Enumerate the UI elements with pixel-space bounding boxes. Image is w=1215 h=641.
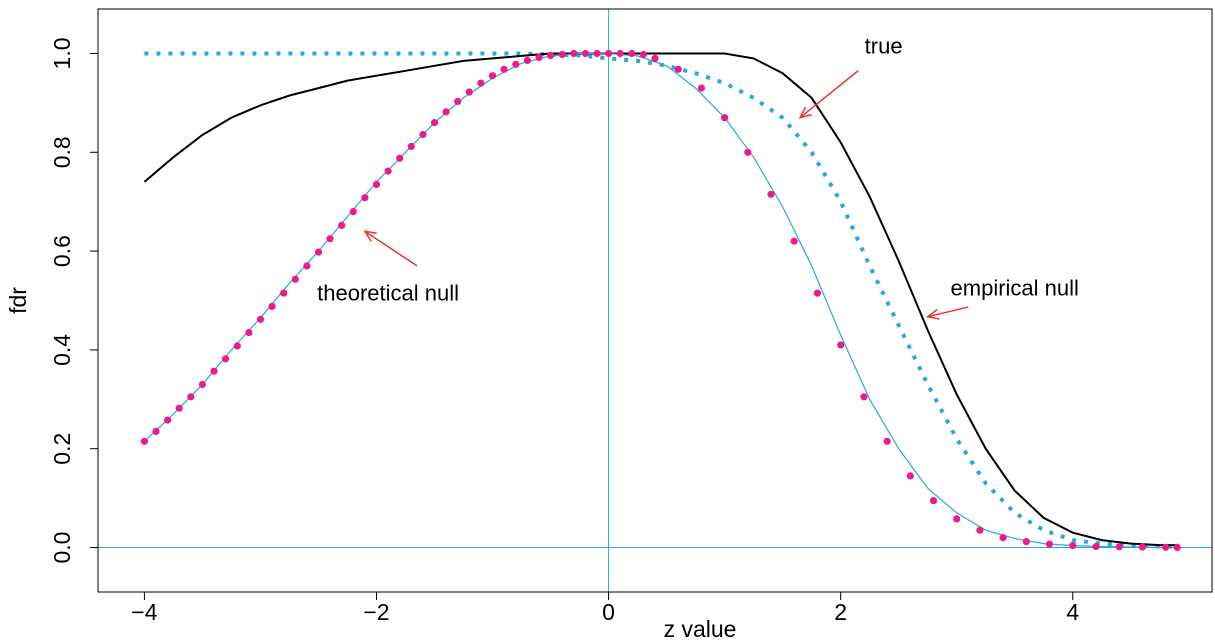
annotation-label: true	[865, 33, 903, 58]
series-point	[1092, 542, 1100, 551]
series-point	[616, 49, 624, 58]
y-tick-label: 0.8	[49, 136, 75, 168]
series-point	[581, 49, 590, 58]
series-point	[419, 130, 427, 139]
x-tick-label: 0	[602, 599, 615, 625]
series-point	[303, 262, 311, 270]
series-point	[164, 416, 172, 424]
y-tick-label: 0.6	[49, 235, 75, 267]
series-point	[953, 515, 961, 523]
series-point	[906, 472, 914, 480]
series-point	[291, 275, 299, 283]
plot-frame	[97, 8, 1213, 593]
series-point	[430, 119, 439, 127]
x-axis: −4 −2 0 2 4	[131, 592, 1079, 625]
x-axis-label: z value	[664, 616, 737, 641]
series-point	[222, 355, 230, 363]
series-point	[372, 180, 381, 188]
series-point	[198, 380, 206, 389]
series-point	[442, 108, 450, 116]
series-point	[837, 341, 845, 349]
series-point	[210, 367, 218, 375]
series-point	[187, 393, 195, 401]
reference-lines	[98, 9, 1212, 592]
series-point	[477, 79, 485, 87]
series-point	[1138, 543, 1146, 551]
series-point	[396, 154, 404, 162]
x-tick-label: −2	[363, 599, 389, 625]
y-tick-label: 1.0	[49, 37, 75, 69]
series-point	[361, 194, 369, 202]
series-point	[1069, 542, 1077, 550]
x-tick-label: 2	[834, 599, 847, 625]
series-point	[721, 114, 729, 122]
y-tick-label: 0.2	[49, 433, 75, 465]
y-tick-label: 0.4	[49, 334, 75, 366]
series-layer	[140, 49, 1181, 552]
series-point	[639, 50, 648, 59]
series-point	[152, 427, 160, 435]
series-point	[860, 393, 868, 401]
series-point	[1045, 540, 1054, 548]
series-line-0	[143, 52, 1178, 547]
series-point	[407, 142, 415, 150]
series-point	[558, 50, 566, 59]
series-point	[245, 329, 253, 337]
annotation-arrow-line	[799, 70, 859, 119]
series-point	[767, 190, 775, 198]
series-point	[314, 248, 323, 256]
y-tick-label: 0.0	[49, 532, 75, 564]
series-point	[999, 534, 1007, 542]
series-point	[790, 237, 798, 245]
series-point	[1162, 543, 1170, 551]
series-point	[465, 88, 473, 96]
series-point	[326, 235, 334, 243]
x-tick-label: −4	[131, 599, 157, 625]
annotation-arrow-line	[364, 230, 418, 267]
series-point	[500, 65, 508, 73]
series-point	[674, 65, 682, 73]
series-point	[813, 289, 822, 297]
series-point	[338, 221, 346, 229]
series-point	[140, 437, 148, 445]
series-point	[976, 526, 984, 534]
annotation-arrow-head	[363, 230, 377, 242]
y-axis: 0.0 0.2 0.4 0.6 0.8 1.0	[49, 37, 98, 564]
series-point	[256, 315, 265, 323]
series-point	[883, 437, 891, 445]
series-point	[454, 97, 462, 105]
series-point	[697, 84, 706, 92]
series-point	[268, 302, 276, 310]
x-tick-label: 4	[1066, 599, 1079, 625]
series-point	[605, 49, 613, 58]
annotation-arrow-head	[925, 308, 940, 320]
y-axis-label: fdr	[5, 287, 31, 314]
series-point	[280, 289, 288, 297]
series-point	[1115, 543, 1123, 551]
annotation-arrow-head	[798, 106, 812, 119]
annotation-label: theoretical null	[317, 281, 459, 306]
series-point	[628, 49, 636, 58]
series-point	[523, 56, 532, 64]
series-point	[651, 54, 659, 63]
series-point	[570, 49, 578, 58]
series-point	[547, 51, 555, 60]
series-point	[929, 497, 938, 505]
series-point	[512, 60, 520, 68]
annotations: true empirical null theoretical null	[317, 33, 1079, 320]
series-point	[384, 167, 392, 175]
series-point	[349, 208, 357, 216]
series-point	[175, 404, 183, 412]
series-point	[1173, 543, 1181, 552]
series-point	[233, 342, 241, 350]
series-point	[535, 53, 543, 62]
series-point	[744, 148, 752, 156]
series-point	[593, 49, 601, 58]
series-point	[488, 72, 497, 80]
annotation-arrow-line	[927, 306, 969, 318]
annotation-label: empirical null	[951, 276, 1079, 301]
series-point	[1022, 538, 1030, 546]
